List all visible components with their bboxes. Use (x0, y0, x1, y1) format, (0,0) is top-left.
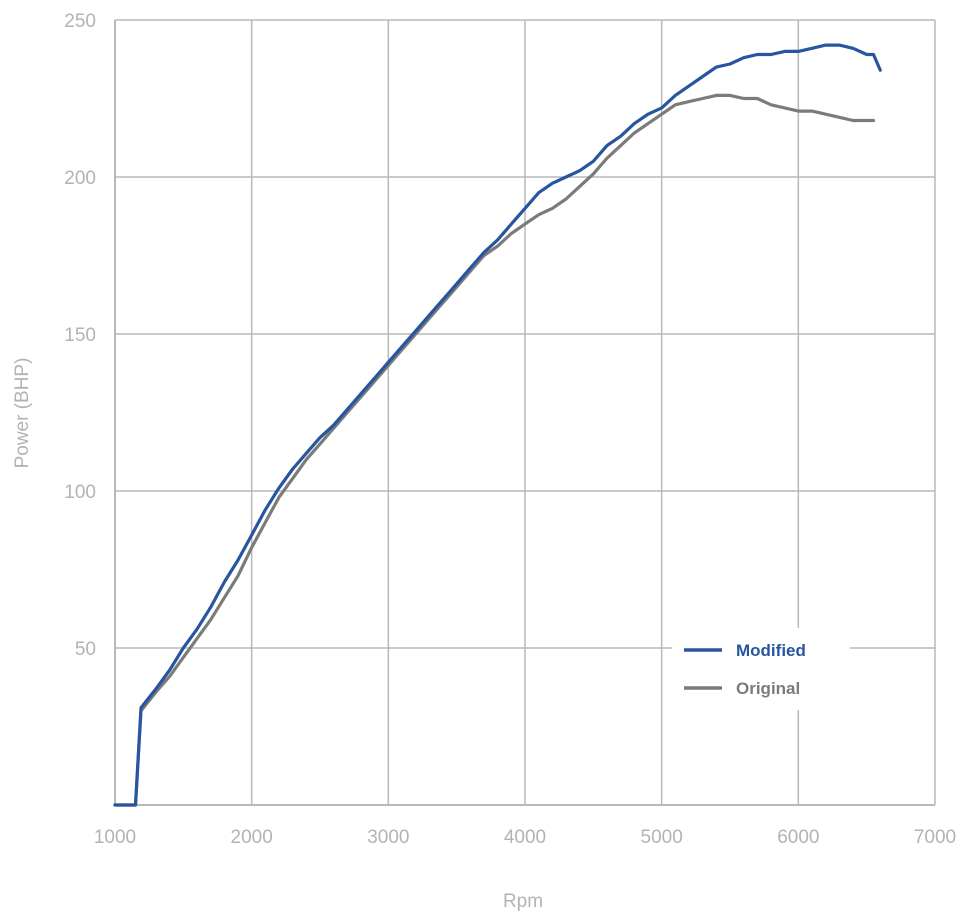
y-tick-label: 150 (64, 325, 96, 346)
y-tick-label: 250 (64, 11, 96, 32)
series-line-original (113, 93, 876, 807)
grid (115, 20, 935, 805)
y-tick-label: 200 (64, 168, 96, 189)
y-tick-labels: 50 100 150 200 250 (64, 11, 96, 660)
x-tick-label: 4000 (504, 827, 546, 848)
series-lines (113, 43, 882, 807)
x-axis-title: Rpm (503, 891, 543, 912)
y-tick-label: 50 (75, 639, 96, 660)
plot-frame (114, 19, 936, 806)
x-tick-label: 1000 (94, 827, 136, 848)
series-line-modified (113, 43, 882, 807)
legend-label-original: Original (736, 679, 800, 698)
y-tick-label: 100 (64, 482, 96, 503)
x-tick-label: 5000 (641, 827, 683, 848)
y-axis-title: Power (BHP) (12, 358, 33, 469)
legend-label-modified: Modified (736, 641, 806, 660)
x-tick-label: 6000 (777, 827, 819, 848)
x-tick-label: 3000 (367, 827, 409, 848)
legend: Modified Original (672, 628, 850, 710)
x-tick-label: 7000 (914, 827, 956, 848)
x-tick-label: 2000 (231, 827, 273, 848)
legend-box (672, 628, 850, 710)
x-tick-labels: 1000 2000 3000 4000 5000 6000 7000 (94, 827, 956, 848)
